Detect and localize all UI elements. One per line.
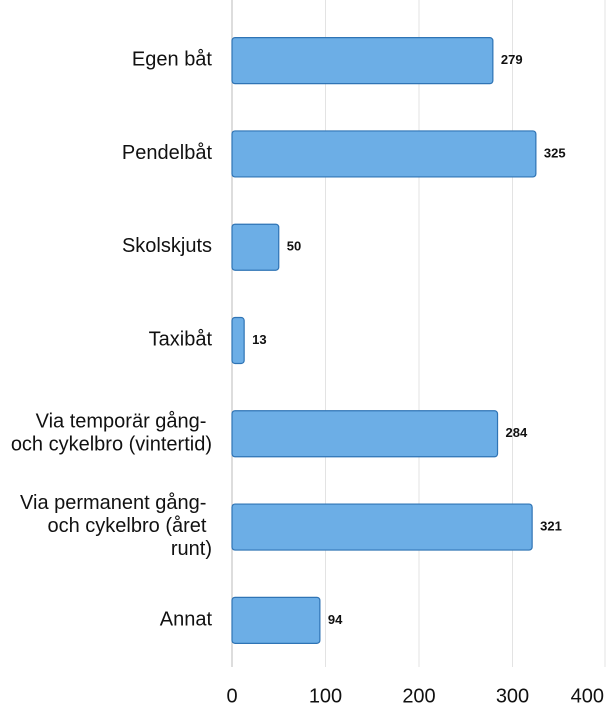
data-label: 279	[501, 52, 523, 67]
x-tick-label: 300	[496, 685, 529, 707]
bar	[231, 316, 245, 365]
x-tick-label: 0	[226, 685, 237, 707]
data-label: 13	[252, 332, 266, 347]
y-tick-label: Skolskjuts	[122, 235, 212, 257]
y-tick-label: Egen båt	[132, 49, 213, 71]
label-line: och cykelbro (vintertid)	[11, 434, 212, 456]
data-label: 50	[287, 239, 301, 254]
label-line: runt)	[171, 538, 212, 560]
label-line: Pendelbåt	[122, 142, 213, 164]
bar	[231, 503, 533, 551]
data-label: 94	[328, 612, 343, 627]
bar	[231, 223, 280, 271]
y-tick-label: Via temporär gång- och cykelbro (vintert…	[11, 411, 212, 456]
label-line: Annat	[160, 609, 213, 631]
label-line: Skolskjuts	[122, 235, 212, 257]
x-tick-label: 200	[402, 685, 435, 707]
y-tick-label: Taxibåt	[149, 329, 213, 351]
label-line: Egen båt	[132, 49, 213, 71]
data-label: 321	[540, 519, 562, 534]
data-label: 325	[544, 145, 566, 160]
label-line: Taxibåt	[149, 329, 213, 351]
y-tick-label: Annat	[160, 609, 213, 631]
bar	[231, 596, 321, 644]
label-line: Via temporär gång-	[36, 411, 212, 433]
y-tick-label: Via permanent gång- och cykelbro (året r…	[20, 492, 212, 560]
label-line: Via permanent gång-	[20, 492, 212, 514]
data-label: 284	[506, 425, 528, 440]
x-tick-label: 400	[571, 685, 604, 707]
bar	[231, 37, 494, 85]
bar	[231, 130, 537, 178]
y-tick-label: Pendelbåt	[122, 142, 213, 164]
label-line: och cykelbro (året	[47, 515, 212, 537]
x-tick-label: 100	[309, 685, 342, 707]
bar	[231, 410, 499, 458]
